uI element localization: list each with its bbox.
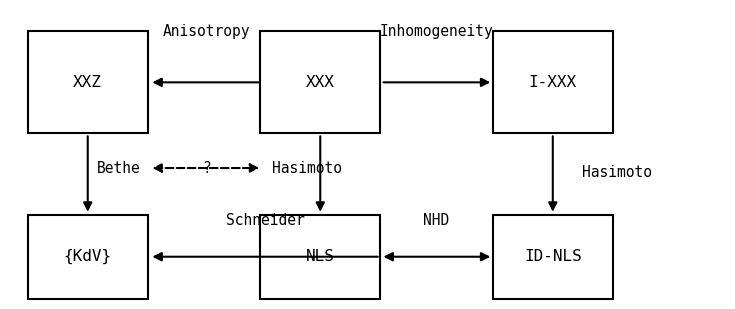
Text: Hasimoto: Hasimoto xyxy=(582,165,652,180)
Bar xyxy=(493,31,613,133)
Text: XXX: XXX xyxy=(306,75,334,90)
Text: Inhomogeneity: Inhomogeneity xyxy=(380,24,493,39)
Text: NHD: NHD xyxy=(423,213,450,228)
Text: Schneider: Schneider xyxy=(226,213,304,228)
Text: NLS: NLS xyxy=(306,249,334,264)
Bar xyxy=(28,31,148,133)
Text: XXZ: XXZ xyxy=(74,75,102,90)
Bar xyxy=(28,215,148,299)
Bar xyxy=(260,31,380,133)
Text: ID-NLS: ID-NLS xyxy=(524,249,581,264)
Bar xyxy=(493,215,613,299)
Text: {KdV}: {KdV} xyxy=(64,249,112,264)
Text: Hasimoto: Hasimoto xyxy=(271,161,342,176)
Text: I-XXX: I-XXX xyxy=(528,75,577,90)
Bar xyxy=(260,215,380,299)
Text: Anisotropy: Anisotropy xyxy=(162,24,250,39)
Text: ?: ? xyxy=(202,161,210,176)
Text: Bethe: Bethe xyxy=(97,161,141,176)
